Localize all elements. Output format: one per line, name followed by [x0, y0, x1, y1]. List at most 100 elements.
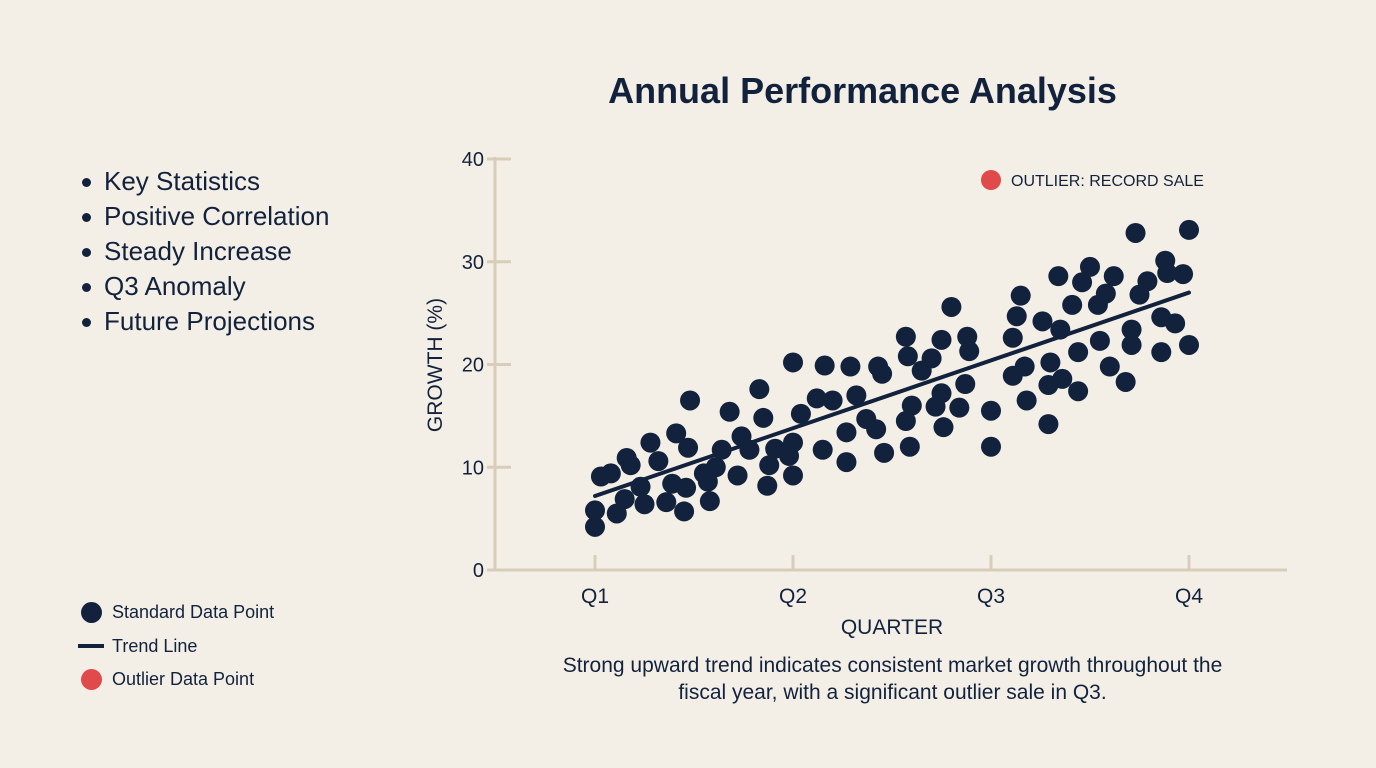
- data-point: [656, 492, 677, 513]
- data-point: [921, 348, 942, 369]
- caption-line-1: Strong upward trend indicates consistent…: [562, 654, 1223, 677]
- data-point: [872, 363, 893, 384]
- data-point: [753, 407, 774, 428]
- data-point: [634, 494, 655, 515]
- y-tick-label: 10: [462, 457, 484, 479]
- y-tick-label: 0: [473, 560, 484, 582]
- legend-label-trend: Trend Line: [112, 635, 198, 656]
- data-point: [836, 452, 857, 473]
- data-point: [759, 455, 780, 476]
- x-axis-title: QUARTER: [841, 616, 943, 639]
- key-points-list: Key Statistics Positive Correlation Stea…: [78, 164, 329, 339]
- data-point: [931, 383, 952, 404]
- data-point: [680, 390, 701, 411]
- data-point: [1062, 294, 1083, 315]
- data-point: [1032, 311, 1053, 332]
- data-point: [1099, 356, 1120, 377]
- data-point: [699, 491, 720, 512]
- legend-label-standard: Standard Data Point: [112, 602, 275, 623]
- data-point: [981, 400, 1001, 421]
- data-point: [600, 463, 621, 484]
- y-tick-label: 20: [462, 355, 484, 377]
- data-point: [895, 326, 916, 347]
- legend-item-trend: Trend Line: [78, 630, 274, 664]
- y-tick-label: 40: [462, 149, 484, 171]
- data-point: [614, 489, 635, 510]
- data-point: [1040, 352, 1061, 373]
- data-point: [790, 403, 811, 424]
- data-point: [666, 423, 687, 444]
- chart-points: [585, 219, 1199, 537]
- data-point: [895, 411, 916, 432]
- data-point: [949, 397, 970, 418]
- data-point: [1137, 271, 1158, 292]
- data-point: [959, 341, 980, 362]
- data-point: [899, 436, 920, 457]
- data-point: [822, 390, 843, 411]
- data-point: [1103, 266, 1124, 287]
- data-point: [1121, 334, 1142, 355]
- data-point: [783, 352, 803, 373]
- x-tick-label: Q1: [581, 585, 609, 608]
- data-point: [955, 374, 976, 395]
- bullet-key-statistics: Key Statistics: [78, 164, 329, 199]
- data-point: [1125, 222, 1146, 243]
- data-point: [1048, 266, 1069, 287]
- data-point: [1072, 272, 1093, 293]
- data-point: [1052, 368, 1073, 389]
- data-point: [1179, 219, 1199, 240]
- data-point: [1038, 414, 1059, 435]
- data-point: [1006, 306, 1027, 327]
- data-point: [749, 379, 770, 400]
- bullet-steady-increase: Steady Increase: [78, 234, 329, 269]
- data-point: [1016, 390, 1037, 411]
- data-point: [1095, 283, 1116, 304]
- data-point: [933, 417, 954, 438]
- data-point: [676, 477, 697, 498]
- legend-label-outlier: Outlier Data Point: [112, 669, 255, 690]
- data-point: [705, 457, 726, 478]
- data-point: [814, 355, 835, 376]
- trend-line: [593, 290, 1191, 499]
- data-point: [1165, 313, 1186, 334]
- chart-labels: 0 10 20 30 40 Q1 Q2 Q3 Q4 QUARTER GROWTH (%) OUTLIE…: [424, 149, 1204, 639]
- data-point: [783, 432, 803, 453]
- y-tick-label: 30: [462, 252, 484, 274]
- data-point: [719, 401, 740, 422]
- data-point: [648, 451, 669, 472]
- data-point: [1010, 285, 1031, 306]
- data-point: [1068, 381, 1089, 402]
- data-point: [620, 455, 641, 476]
- outlier-point-swatch: [78, 669, 104, 691]
- data-point: [585, 516, 605, 537]
- data-point: [931, 329, 952, 350]
- chart-axes: [487, 157, 1287, 572]
- y-axis-title: GROWTH (%): [424, 298, 447, 432]
- data-point: [812, 439, 833, 460]
- data-point: [783, 465, 803, 486]
- data-point: [1014, 356, 1035, 377]
- data-point: [640, 432, 661, 453]
- chart-caption: Strong upward trend indicates consistent…: [520, 652, 1265, 706]
- data-point: [1068, 342, 1089, 363]
- trend-line-swatch: [78, 644, 104, 649]
- data-point: [846, 385, 867, 406]
- chart-legend: Standard Data Point Trend Line Outlier D…: [78, 596, 274, 697]
- data-point: [1121, 319, 1142, 340]
- x-tick-label: Q4: [1175, 585, 1203, 608]
- caption-line-2: fiscal year, with a significant outlier …: [678, 681, 1107, 704]
- data-point: [1002, 327, 1023, 348]
- data-point: [757, 475, 778, 496]
- data-point: [836, 422, 857, 443]
- bullet-future-projections: Future Projections: [78, 304, 329, 339]
- data-point: [1151, 342, 1172, 363]
- x-tick-label: Q2: [779, 585, 807, 608]
- data-point: [585, 500, 605, 521]
- data-point: [1115, 371, 1136, 392]
- data-point: [1080, 256, 1100, 277]
- data-point: [727, 465, 748, 486]
- data-point: [866, 419, 887, 440]
- data-point: [874, 442, 895, 463]
- legend-item-standard: Standard Data Point: [78, 596, 274, 630]
